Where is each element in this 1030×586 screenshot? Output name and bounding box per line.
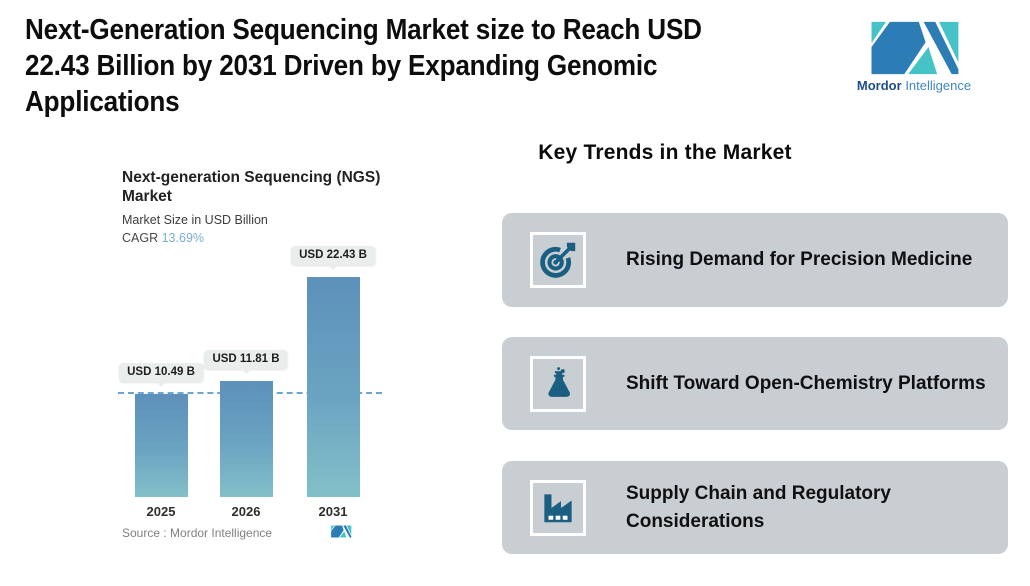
trend-card-icon-box: [530, 479, 586, 536]
trend-card-label: Supply Chain and Regulatory Consideratio…: [626, 482, 891, 532]
bar: [220, 381, 273, 497]
chart-title-line2: Market: [122, 188, 172, 205]
bar-value-tooltip: USD 11.81 B: [204, 350, 288, 370]
trend-card: Rising Demand for Precision Medicine: [502, 213, 1008, 307]
bar-value-tooltip: USD 22.43 B: [291, 246, 375, 266]
trend-card-icon-box: [530, 232, 586, 288]
key-trends-heading: Key Trends in the Market: [538, 141, 792, 164]
bar-chart-plot: USD 10.49 B USD 11.81 B USD 22.43 B 2025…: [118, 242, 418, 519]
x-axis-label: 2031: [318, 504, 348, 519]
cagr-value: 13.69%: [161, 231, 205, 245]
bar: [135, 394, 188, 497]
x-axis-label: 2026: [231, 504, 261, 519]
chart-cagr: CAGR 13.69%: [122, 231, 422, 245]
brand-name-bold: Mordor: [856, 78, 902, 93]
mordor-mini-logo-icon: [330, 525, 352, 543]
chart-title: Next-generation Sequencing (NGS) Market: [122, 168, 422, 206]
trend-card: Shift Toward Open-Chemistry Platforms: [502, 337, 1008, 430]
bar: [307, 277, 360, 497]
trend-card: Supply Chain and Regulatory Consideratio…: [502, 461, 1008, 554]
trend-card-label: Shift Toward Open-Chemistry Platforms: [626, 372, 986, 394]
mordor-logo-icon: [871, 21, 959, 75]
source-note: Source : Mordor Intelligence: [122, 526, 273, 540]
trend-card-icon-box: [530, 355, 586, 412]
cagr-label: CAGR: [122, 231, 159, 245]
x-axis-label: 2025: [146, 504, 176, 519]
bar-value-tooltip: USD 10.49 B: [119, 363, 203, 383]
flask-icon: [548, 366, 570, 397]
brand-logo: Mordor Intelligence: [857, 20, 971, 93]
chart-header: Next-generation Sequencing (NGS) Market …: [122, 168, 422, 245]
chart-title-line1: Next-generation Sequencing (NGS): [122, 169, 381, 186]
brand-name-light: Intelligence: [905, 78, 972, 93]
factory-icon: [544, 493, 572, 522]
page-title: Next-Generation Sequencing Market size t…: [25, 14, 702, 118]
brand-name: Mordor Intelligence: [856, 78, 972, 93]
chart-subtitle: Market Size in USD Billion: [122, 213, 268, 227]
target-arrow-icon: [540, 242, 576, 278]
trend-card-label: Rising Demand for Precision Medicine: [626, 249, 973, 270]
